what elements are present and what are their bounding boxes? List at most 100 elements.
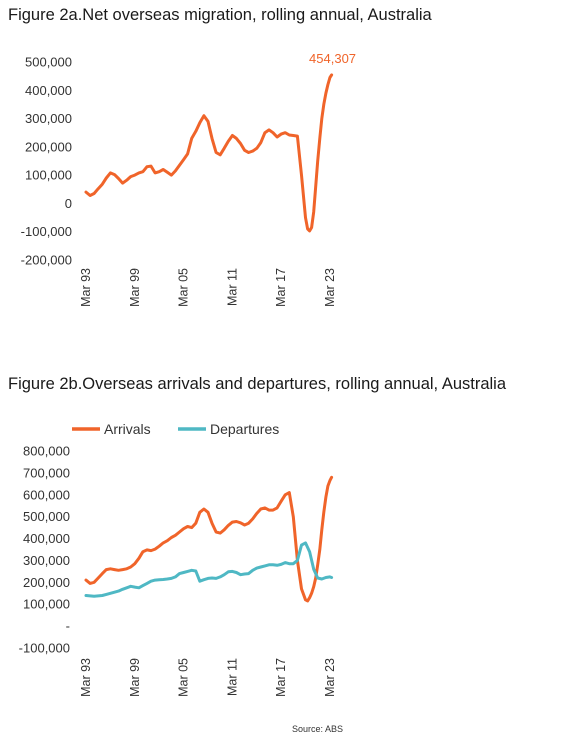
- data-point: [97, 595, 99, 597]
- x-tick-label: Mar 17: [274, 658, 288, 697]
- data-point: [101, 572, 104, 575]
- figure-2b-title: Figure 2b.Overseas arrivals and departur…: [8, 375, 507, 393]
- data-point: [268, 564, 270, 566]
- data-point: [235, 520, 238, 523]
- data-point: [330, 74, 333, 76]
- data-point: [312, 568, 315, 570]
- data-point: [101, 594, 104, 597]
- data-point: [227, 140, 230, 142]
- data-point: [276, 564, 278, 567]
- x-tick-label: Mar 05: [177, 268, 191, 307]
- y-tick-label: 700,000: [23, 465, 70, 480]
- data-point: [308, 230, 311, 232]
- data-point: [321, 117, 323, 120]
- data-point: [211, 522, 213, 524]
- data-point: [310, 226, 313, 229]
- data-point: [121, 568, 124, 571]
- data-point: [158, 578, 160, 581]
- data-point: [199, 580, 201, 582]
- data-point: [199, 122, 201, 124]
- data-point: [97, 187, 99, 190]
- data-point: [223, 529, 225, 531]
- data-point: [243, 149, 246, 152]
- data-point: [243, 524, 246, 526]
- data-point: [329, 76, 331, 79]
- data-point: [288, 134, 291, 136]
- data-point: [215, 151, 217, 154]
- series-line: [84, 475, 334, 603]
- data-point: [272, 564, 274, 566]
- data-point: [308, 550, 311, 553]
- data-point: [215, 577, 217, 580]
- data-point: [154, 548, 156, 550]
- data-point: [325, 496, 327, 498]
- data-point: [223, 147, 225, 150]
- data-point: [329, 479, 331, 482]
- data-point: [186, 525, 189, 528]
- data-point: [314, 185, 317, 188]
- data-point: [312, 585, 315, 588]
- data-point: [162, 542, 164, 544]
- data-point: [125, 179, 128, 181]
- data-point: [203, 114, 205, 117]
- series-net-migration: [84, 73, 334, 233]
- data-point: [255, 567, 258, 569]
- y-tick-label: 0: [65, 196, 72, 211]
- data-point: [280, 133, 282, 135]
- data-point: [260, 141, 262, 144]
- data-point: [247, 522, 250, 524]
- data-point: [330, 476, 333, 479]
- data-point: [280, 500, 282, 503]
- net-migration-chart: 500,000 400,000 300,000 200,000 100,000 0 -100…: [21, 51, 356, 307]
- data-point: [138, 172, 140, 174]
- data-point: [134, 174, 136, 176]
- data-point: [93, 581, 95, 584]
- data-point: [121, 182, 124, 184]
- data-point: [109, 592, 112, 595]
- data-point: [190, 137, 193, 140]
- data-point: [308, 596, 311, 599]
- data-point: [117, 177, 120, 180]
- data-point: [109, 172, 112, 174]
- data-point: [146, 549, 148, 551]
- data-point: [154, 172, 156, 174]
- data-point: [316, 160, 319, 162]
- data-point: [251, 150, 254, 152]
- data-point: [178, 531, 181, 533]
- data-point: [113, 591, 116, 593]
- data-point: [129, 585, 132, 588]
- data-point: [304, 599, 307, 601]
- annotation-label: 454,307: [309, 51, 356, 66]
- figure-2a-title: Figure 2a.Net overseas migration, rollin…: [8, 6, 432, 24]
- data-point: [182, 571, 185, 574]
- data-point: [284, 131, 287, 134]
- data-point: [251, 518, 254, 520]
- y-tick-label: 100,000: [23, 597, 70, 612]
- data-point: [89, 194, 91, 197]
- y-tick-label: 400,000: [23, 531, 70, 546]
- data-point: [93, 192, 95, 195]
- legend-arrivals-label: Arrivals: [104, 421, 151, 437]
- data-point: [142, 550, 144, 553]
- y-tick-label: 100,000: [25, 168, 72, 183]
- data-point: [89, 595, 91, 597]
- x-tick-label: Mar 11: [225, 658, 239, 696]
- data-point: [203, 578, 205, 581]
- data-point: [150, 580, 152, 582]
- data-point: [300, 544, 303, 546]
- series-departures: [84, 541, 334, 598]
- data-point: [105, 177, 108, 179]
- data-point: [207, 120, 209, 123]
- data-point: [288, 562, 291, 565]
- data-point: [150, 165, 152, 167]
- data-point: [276, 136, 278, 138]
- data-point: [251, 569, 254, 572]
- y-tick-label: -100,000: [21, 224, 72, 239]
- data-point: [325, 576, 327, 579]
- y-tick-label: 300,000: [25, 111, 72, 126]
- data-point: [125, 568, 128, 570]
- data-point: [121, 588, 124, 591]
- data-point: [323, 511, 325, 514]
- x-tick-label: Mar 23: [323, 658, 337, 697]
